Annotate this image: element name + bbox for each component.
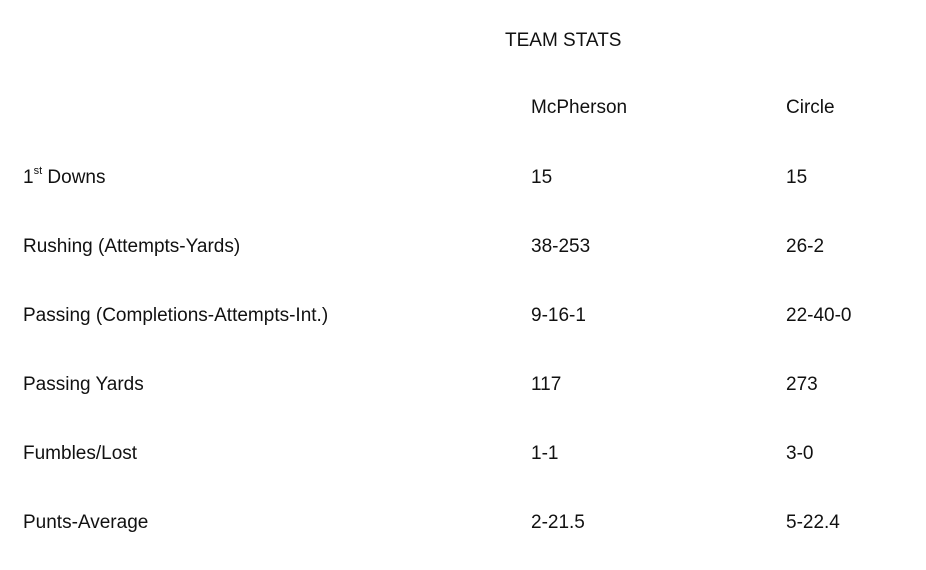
table-row: Passing (Completions-Attempts-Int.) 9-16… (0, 305, 926, 331)
table-row: Fumbles/Lost 1-1 3-0 (0, 443, 926, 469)
row-label: Rushing (Attempts-Yards) (23, 236, 241, 257)
row-label: Fumbles/Lost (23, 443, 138, 464)
row-label-number: 1 (23, 167, 34, 188)
mcpherson-value: 1-1 (531, 443, 559, 464)
row-label-text: Downs (42, 167, 106, 188)
table-row: 1st Downs 15 15 (0, 165, 926, 193)
circle-value: 3-0 (786, 443, 814, 464)
table-row: Punts-Average 2-21.5 5-22.4 (0, 512, 926, 538)
mcpherson-value: 9-16-1 (531, 305, 586, 326)
row-label: Passing Yards (23, 374, 144, 395)
circle-value: 22-40-0 (786, 305, 852, 326)
row-label-superscript: st (33, 165, 43, 177)
circle-value: 15 (786, 167, 808, 188)
column-header-row: McPherson Circle (0, 97, 926, 123)
mcpherson-value: 2-21.5 (531, 512, 585, 533)
circle-value: 26-2 (786, 236, 825, 257)
table-row: Rushing (Attempts-Yards) 38-253 26-2 (0, 236, 926, 262)
column-header-mcpherson: McPherson (531, 97, 628, 118)
row-label: Punts-Average (23, 512, 149, 533)
mcpherson-value: 38-253 (531, 236, 591, 257)
table-row: Passing Yards 117 273 (0, 374, 926, 400)
page-title: TEAM STATS (505, 30, 622, 51)
mcpherson-value: 15 (531, 167, 553, 188)
row-label: 1st Downs (23, 165, 106, 189)
circle-value: 5-22.4 (786, 512, 840, 533)
row-label: Passing (Completions-Attempts-Int.) (23, 305, 329, 326)
circle-value: 273 (786, 374, 818, 395)
column-header-circle: Circle (786, 97, 835, 118)
mcpherson-value: 117 (531, 374, 562, 395)
